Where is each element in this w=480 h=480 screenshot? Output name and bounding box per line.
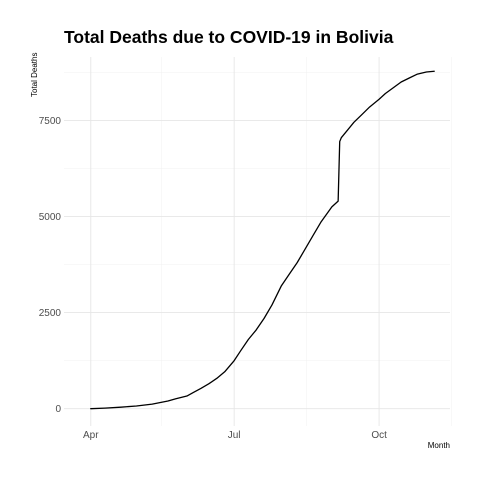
series-line-0 [90, 70, 435, 410]
y-tick-label-0: 0 [55, 404, 61, 415]
x-tick-label-0: Apr [83, 430, 99, 441]
series-group [90, 70, 435, 410]
y-tick-label-1: 2500 [39, 308, 62, 319]
x-axis-title: Month [428, 441, 450, 450]
x-tick-label-1: Jul [228, 430, 241, 441]
ticks: 0 2500 5000 7500 Apr Jul Oct [39, 116, 387, 441]
grid [64, 57, 452, 426]
y-axis-title: Total Deaths [30, 53, 39, 97]
y-tick-label-3: 7500 [39, 116, 62, 127]
chart-title: Total Deaths due to COVID-19 in Bolivia [64, 27, 394, 47]
x-tick-label-2: Oct [371, 430, 387, 441]
y-tick-label-2: 5000 [39, 212, 62, 223]
